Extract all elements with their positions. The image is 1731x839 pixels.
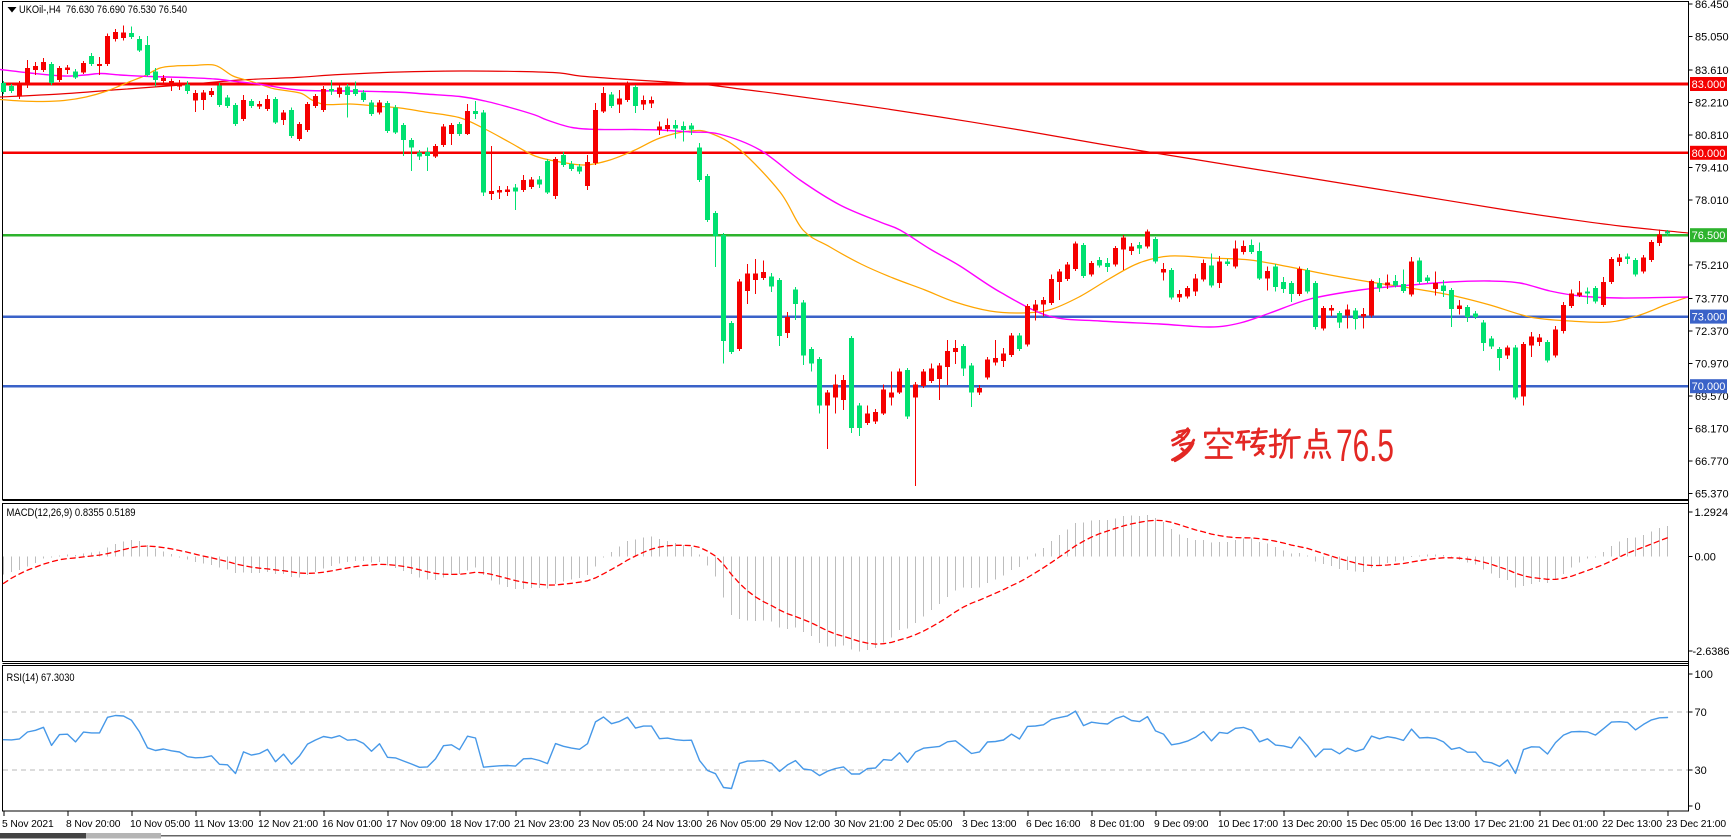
svg-text:5 Nov 2021: 5 Nov 2021 (2, 819, 54, 830)
svg-text:78.010: 78.010 (1695, 195, 1729, 207)
svg-text:UKOil-,H4 76.630 76.690 76.53: UKOil-,H4 76.630 76.690 76.530 76.540 (19, 4, 187, 16)
svg-text:23 Nov 05:00: 23 Nov 05:00 (578, 819, 638, 830)
svg-text:65.370: 65.370 (1695, 489, 1729, 501)
svg-text:0: 0 (1695, 801, 1701, 813)
svg-text:86.450: 86.450 (1695, 0, 1729, 11)
svg-text:70: 70 (1695, 707, 1707, 719)
svg-text:0.00: 0.00 (1695, 552, 1716, 564)
svg-text:17 Nov 09:00: 17 Nov 09:00 (386, 819, 446, 830)
svg-text:69.570: 69.570 (1695, 391, 1729, 403)
svg-text:1.2924: 1.2924 (1695, 507, 1729, 519)
svg-text:100: 100 (1695, 669, 1713, 681)
svg-text:23 Dec 21:00: 23 Dec 21:00 (1666, 819, 1726, 830)
svg-text:-2.6386: -2.6386 (1693, 646, 1730, 658)
svg-text:16 Nov 01:00: 16 Nov 01:00 (322, 819, 382, 830)
svg-text:80.000: 80.000 (1692, 148, 1726, 160)
svg-text:9 Dec 09:00: 9 Dec 09:00 (1154, 819, 1209, 830)
svg-text:85.050: 85.050 (1695, 31, 1729, 43)
svg-text:12 Nov 21:00: 12 Nov 21:00 (258, 819, 318, 830)
svg-text:80.810: 80.810 (1695, 130, 1729, 142)
svg-text:79.410: 79.410 (1695, 162, 1729, 174)
svg-text:70.000: 70.000 (1692, 381, 1726, 393)
svg-text:8 Dec 01:00: 8 Dec 01:00 (1090, 819, 1145, 830)
svg-text:70.970: 70.970 (1695, 359, 1729, 371)
svg-text:6 Dec 16:00: 6 Dec 16:00 (1026, 819, 1081, 830)
svg-text:10 Dec 17:00: 10 Dec 17:00 (1218, 819, 1278, 830)
svg-text:73.770: 73.770 (1695, 293, 1729, 305)
svg-text:68.170: 68.170 (1695, 424, 1729, 436)
svg-text:22 Dec 13:00: 22 Dec 13:00 (1602, 819, 1662, 830)
svg-text:29 Nov 12:00: 29 Nov 12:00 (770, 819, 830, 830)
svg-text:66.770: 66.770 (1695, 456, 1729, 468)
svg-text:13 Dec 20:00: 13 Dec 20:00 (1282, 819, 1342, 830)
svg-text:82.210: 82.210 (1695, 97, 1729, 109)
svg-text:76.500: 76.500 (1692, 230, 1726, 242)
svg-text:10 Nov 05:00: 10 Nov 05:00 (130, 819, 190, 830)
svg-text:21 Nov 23:00: 21 Nov 23:00 (514, 819, 574, 830)
svg-text:83.000: 83.000 (1692, 79, 1726, 91)
svg-text:24 Nov 13:00: 24 Nov 13:00 (642, 819, 702, 830)
svg-text:MACD(12,26,9) 0.8355 0.5189: MACD(12,26,9) 0.8355 0.5189 (7, 507, 136, 519)
svg-text:15 Dec 05:00: 15 Dec 05:00 (1346, 819, 1406, 830)
svg-text:30: 30 (1695, 765, 1707, 777)
svg-text:83.610: 83.610 (1695, 65, 1729, 77)
svg-text:18 Nov 17:00: 18 Nov 17:00 (450, 819, 510, 830)
svg-text:73.000: 73.000 (1692, 312, 1726, 324)
svg-text:26 Nov 05:00: 26 Nov 05:00 (706, 819, 766, 830)
svg-text:16 Dec 13:00: 16 Dec 13:00 (1410, 819, 1470, 830)
svg-text:8 Nov 20:00: 8 Nov 20:00 (66, 819, 121, 830)
svg-text:17 Dec 21:00: 17 Dec 21:00 (1474, 819, 1534, 830)
svg-text:76.5: 76.5 (1336, 420, 1394, 471)
svg-text:30 Nov 21:00: 30 Nov 21:00 (834, 819, 894, 830)
svg-text:RSI(14) 67.3030: RSI(14) 67.3030 (7, 672, 75, 684)
svg-text:11 Nov 13:00: 11 Nov 13:00 (194, 819, 254, 830)
svg-text:3 Dec 13:00: 3 Dec 13:00 (962, 819, 1017, 830)
svg-text:72.370: 72.370 (1695, 326, 1729, 338)
svg-text:21 Dec 01:00: 21 Dec 01:00 (1538, 819, 1598, 830)
svg-text:75.210: 75.210 (1695, 260, 1729, 272)
svg-text:2 Dec 05:00: 2 Dec 05:00 (898, 819, 953, 830)
